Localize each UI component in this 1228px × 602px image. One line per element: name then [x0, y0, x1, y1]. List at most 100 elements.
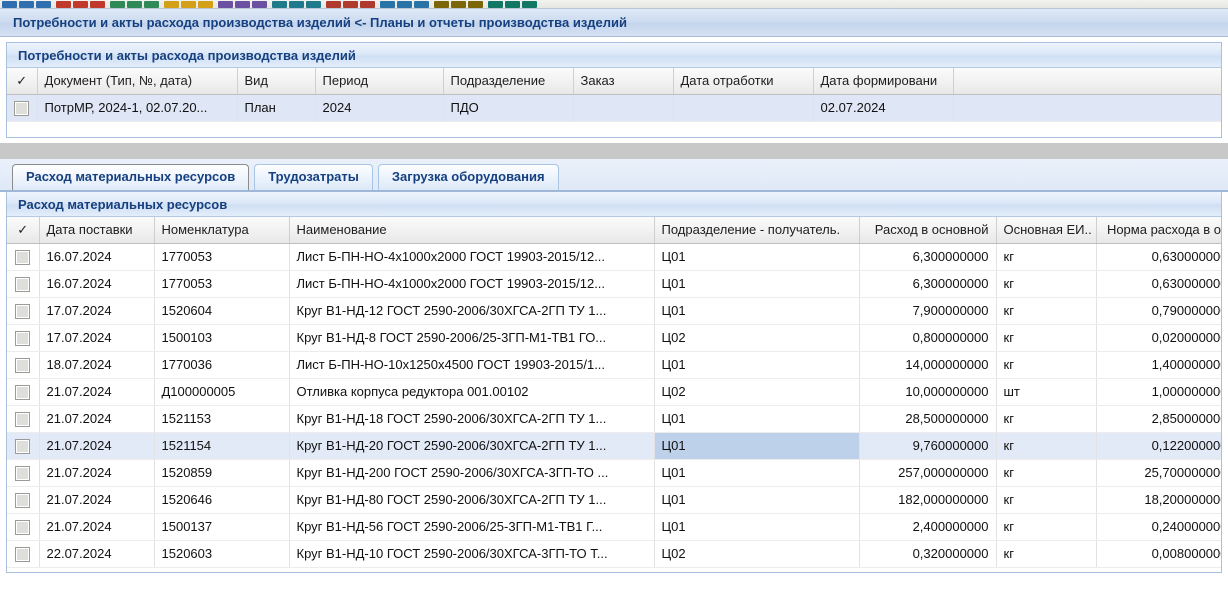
table-row[interactable]: 18.07.2024 1770036 Лист Б-ПН-НО-10x1250x45… [7, 351, 1221, 379]
cell-delivery_date[interactable]: 17.07.2024 [39, 324, 155, 352]
cell-delivery_date[interactable]: 21.07.2024 [39, 432, 155, 460]
cell-name[interactable]: Круг В1-НД-20 ГОСТ 2590-2006/30ХГСА-2ГП … [289, 432, 655, 460]
table-row[interactable]: 21.07.2024 1521154 Круг В1-НД-20 ГОСТ 2590… [7, 432, 1221, 460]
column-header-consumption[interactable]: Расход в основной [859, 217, 997, 244]
toolbar-icon[interactable] [164, 0, 179, 8]
cell-consumption[interactable]: 10,000000000 [859, 378, 997, 406]
cell-filler[interactable] [953, 94, 1221, 122]
checkbox-icon[interactable] [15, 304, 31, 320]
cell-delivery_date[interactable]: 16.07.2024 [39, 270, 155, 298]
table-row[interactable]: 22.07.2024 1520603 Круг В1-НД-10 ГОСТ 2590… [7, 540, 1221, 568]
cell-delivery_date[interactable]: 21.07.2024 [39, 513, 155, 541]
column-header-unit[interactable]: Основная ЕИ.. [996, 217, 1097, 244]
cell-norm[interactable]: 0,790000000 [1096, 297, 1221, 325]
cell-consumption[interactable]: 182,000000000 [859, 486, 997, 514]
checkbox-icon[interactable] [15, 547, 31, 563]
toolbar-icon[interactable] [414, 0, 429, 8]
column-header-date_processed[interactable]: Дата отработки [673, 68, 814, 95]
cell-norm[interactable]: 0,240000000 [1096, 513, 1221, 541]
cell-name[interactable]: Лист Б-ПН-НО-4x1000x2000 ГОСТ 19903-2015… [289, 270, 655, 298]
checkbox-icon[interactable] [15, 520, 31, 536]
toolbar-icon[interactable] [198, 0, 213, 8]
cell-order[interactable] [573, 94, 674, 122]
cell-nomenclature[interactable]: 1521153 [154, 405, 290, 433]
column-header-document[interactable]: Документ (Тип, №, дата) [37, 68, 238, 95]
cell-name[interactable]: Круг В1-НД-18 ГОСТ 2590-2006/30ХГСА-2ГП … [289, 405, 655, 433]
table-row[interactable]: 21.07.2024 1521153 Круг В1-НД-18 ГОСТ 2590… [7, 405, 1221, 433]
row-checkbox[interactable] [7, 405, 40, 433]
cell-nomenclature[interactable]: 1520604 [154, 297, 290, 325]
toolbar-icon[interactable] [468, 0, 483, 8]
cell-consumption[interactable]: 257,000000000 [859, 459, 997, 487]
cell-nomenclature[interactable]: Д100000005 [154, 378, 290, 406]
cell-nomenclature[interactable]: 1520859 [154, 459, 290, 487]
checkbox-icon[interactable] [15, 412, 31, 428]
select-all-header[interactable]: ✓ [7, 217, 40, 244]
cell-delivery_date[interactable]: 17.07.2024 [39, 297, 155, 325]
cell-recipient_division[interactable]: Ц01 [654, 297, 860, 325]
toolbar-icon[interactable] [36, 0, 51, 8]
cell-norm[interactable]: 18,200000000 [1096, 486, 1221, 514]
column-header-date_created[interactable]: Дата формировани [813, 68, 954, 95]
toolbar-icon[interactable] [451, 0, 466, 8]
row-checkbox[interactable] [7, 351, 40, 379]
toolbar-icon[interactable] [181, 0, 196, 8]
toolbar-icon[interactable] [522, 0, 537, 8]
table-row[interactable]: 21.07.2024 1520646 Круг В1-НД-80 ГОСТ 2590… [7, 486, 1221, 514]
toolbar-icon[interactable] [235, 0, 250, 8]
cell-name[interactable]: Лист Б-ПН-НО-4x1000x2000 ГОСТ 19903-2015… [289, 243, 655, 271]
cell-unit[interactable]: кг [996, 432, 1097, 460]
row-checkbox[interactable] [7, 324, 40, 352]
toolbar-icon[interactable] [218, 0, 233, 8]
cell-recipient_division[interactable]: Ц01 [654, 513, 860, 541]
column-header-norm[interactable]: Норма расхода в ос [1096, 217, 1221, 244]
toolbar-icon[interactable] [127, 0, 142, 8]
cell-consumption[interactable]: 6,300000000 [859, 243, 997, 271]
toolbar-strip[interactable] [0, 0, 1228, 9]
cell-nomenclature[interactable]: 1770036 [154, 351, 290, 379]
toolbar-icon[interactable] [289, 0, 304, 8]
toolbar-icon[interactable] [19, 0, 34, 8]
cell-unit[interactable]: кг [996, 540, 1097, 568]
toolbar-icon[interactable] [272, 0, 287, 8]
table-row[interactable]: ПотрМР, 2024-1, 02.07.20... План 2024 ПДО 02… [7, 94, 1221, 122]
cell-name[interactable]: Лист Б-ПН-НО-10x1250x4500 ГОСТ 19903-201… [289, 351, 655, 379]
cell-document[interactable]: ПотрМР, 2024-1, 02.07.20... [37, 94, 238, 122]
table-row[interactable]: 21.07.2024 1520859 Круг В1-НД-200 ГОСТ 259… [7, 459, 1221, 487]
toolbar-icon[interactable] [144, 0, 159, 8]
toolbar-icon[interactable] [73, 0, 88, 8]
cell-unit[interactable]: кг [996, 243, 1097, 271]
row-checkbox[interactable] [7, 540, 40, 568]
cell-consumption[interactable]: 2,400000000 [859, 513, 997, 541]
select-all-header[interactable]: ✓ [7, 68, 38, 95]
cell-unit[interactable]: кг [996, 270, 1097, 298]
toolbar-icon[interactable] [252, 0, 267, 8]
cell-norm[interactable]: 0,630000000 [1096, 243, 1221, 271]
cell-unit[interactable]: кг [996, 324, 1097, 352]
cell-nomenclature[interactable]: 1770053 [154, 243, 290, 271]
tab-1[interactable]: Трудозатраты [254, 164, 373, 190]
cell-recipient_division[interactable]: Ц01 [654, 459, 860, 487]
cell-norm[interactable]: 25,700000000 [1096, 459, 1221, 487]
cell-consumption[interactable]: 7,900000000 [859, 297, 997, 325]
cell-date_processed[interactable] [673, 94, 814, 122]
checkbox-icon[interactable] [15, 358, 31, 374]
cell-unit[interactable]: кг [996, 351, 1097, 379]
cell-norm[interactable]: 0,630000000 [1096, 270, 1221, 298]
tab-0[interactable]: Расход материальных ресурсов [12, 164, 250, 190]
toolbar-icon[interactable] [2, 0, 17, 8]
row-checkbox[interactable] [7, 297, 40, 325]
row-checkbox[interactable] [7, 486, 40, 514]
cell-nomenclature[interactable]: 1520603 [154, 540, 290, 568]
cell-delivery_date[interactable]: 18.07.2024 [39, 351, 155, 379]
cell-norm[interactable]: 1,400000000 [1096, 351, 1221, 379]
cell-unit[interactable]: кг [996, 486, 1097, 514]
toolbar-icon[interactable] [380, 0, 395, 8]
cell-recipient_division[interactable]: Ц01 [654, 243, 860, 271]
cell-consumption[interactable]: 9,760000000 [859, 432, 997, 460]
cell-consumption[interactable]: 6,300000000 [859, 270, 997, 298]
cell-name[interactable]: Круг В1-НД-56 ГОСТ 2590-2006/25-3ГП-М1-Т… [289, 513, 655, 541]
cell-period[interactable]: 2024 [315, 94, 444, 122]
cell-nomenclature[interactable]: 1770053 [154, 270, 290, 298]
cell-recipient_division[interactable]: Ц01 [654, 486, 860, 514]
